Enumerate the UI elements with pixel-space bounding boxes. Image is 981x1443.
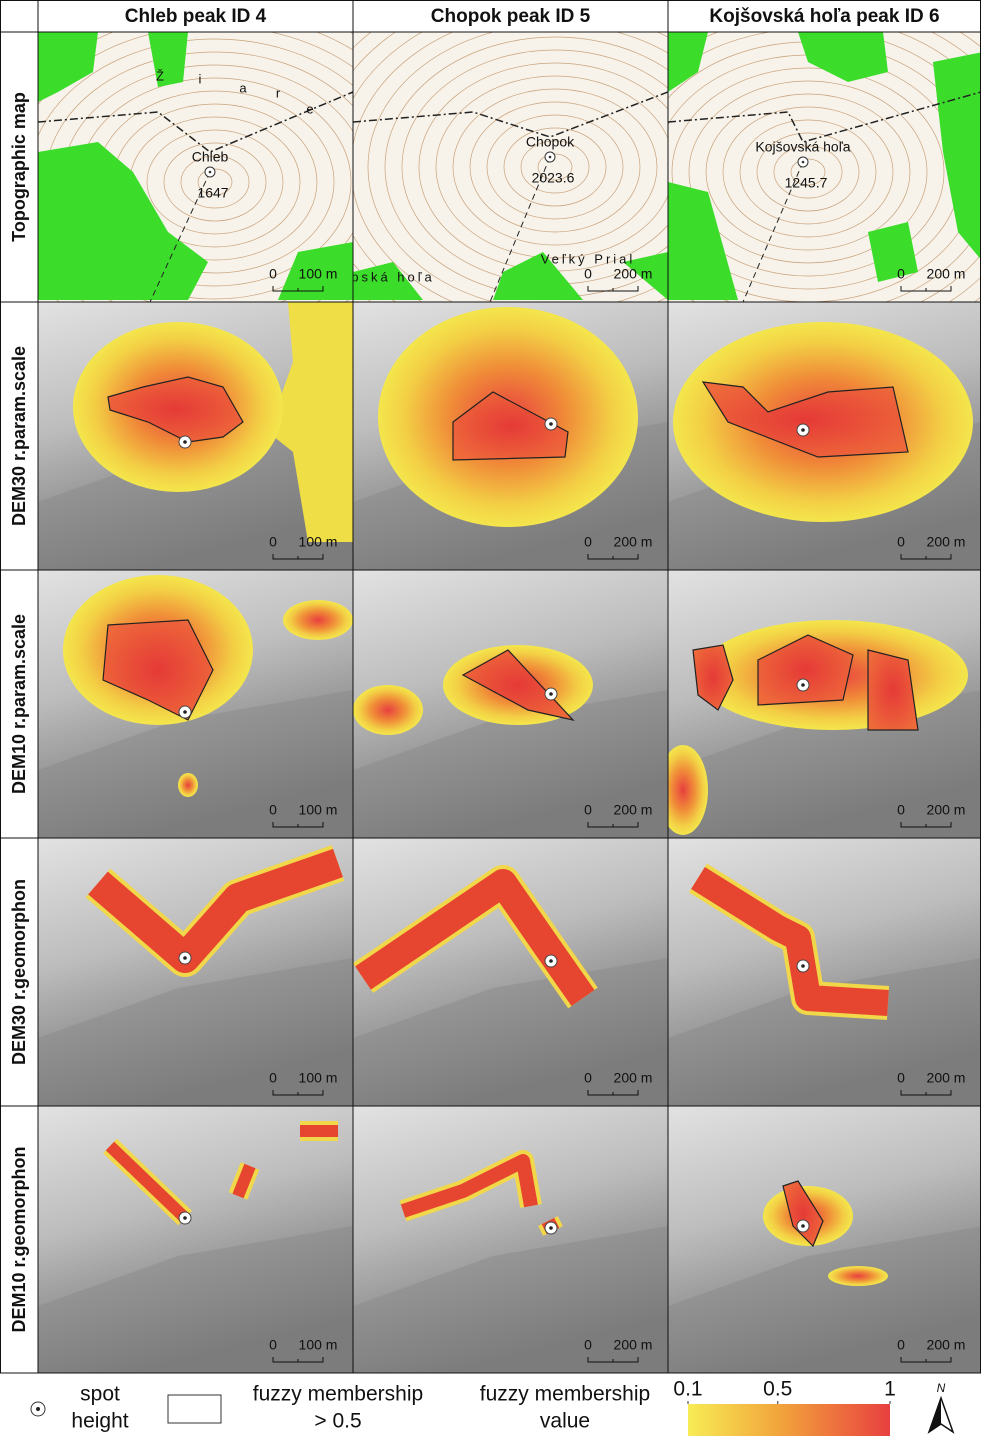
spot-height-dot: [549, 422, 553, 426]
scale-zero: 0: [897, 1337, 905, 1353]
map-text: r: [276, 85, 281, 100]
map-spot-dot: [802, 161, 805, 164]
colorbar-tick-label: 1: [884, 1378, 896, 1401]
panel: 0 200 m: [353, 838, 668, 1106]
membership-area: [178, 773, 198, 797]
scale-zero: 0: [269, 1070, 277, 1086]
scale-zero: 0: [269, 1337, 277, 1353]
figure: Chleb peak ID 4 Chopok peak ID 5 Kojšovská…: [0, 0, 981, 1443]
spot-height-dot: [183, 1216, 187, 1220]
panel: 0 100 m: [38, 302, 353, 570]
row-label: DEM10 r.param.scale: [9, 614, 29, 794]
map-text: pská hoľa: [351, 269, 435, 284]
colorbar-tick-label: 0.5: [763, 1378, 792, 1401]
panel: 0 100 m: [38, 1106, 353, 1374]
scale-length: 200 m: [927, 802, 966, 818]
membership-area: [283, 600, 353, 640]
legend-text: height: [71, 1410, 128, 1433]
scale-zero: 0: [584, 802, 592, 818]
legend-text: fuzzy membership: [480, 1383, 650, 1406]
row-label: DEM30 r.geomorphon: [9, 879, 29, 1065]
spot-height-dot: [183, 956, 187, 960]
scale-length: 200 m: [614, 1070, 653, 1086]
panel: 0 100 m: [38, 838, 353, 1106]
scale-length: 200 m: [614, 1337, 653, 1353]
peak-elevation: 2023.6: [532, 170, 575, 186]
panel: 0 200 m: [353, 570, 668, 838]
spot-height-dot: [183, 710, 187, 714]
spot-height-dot: [801, 683, 805, 687]
scale-zero: 0: [269, 802, 277, 818]
scale-zero: 0: [269, 266, 277, 282]
peak-name: Chleb: [192, 149, 229, 165]
scale-zero: 0: [584, 534, 592, 550]
scale-length: 100 m: [299, 1070, 338, 1086]
spot-height-dot: [801, 964, 805, 968]
legend-text: spot: [80, 1383, 120, 1406]
column-title: Chopok peak ID 5: [431, 6, 591, 27]
panel: 0 200 m: [658, 570, 981, 838]
scale-length: 200 m: [614, 802, 653, 818]
peak-elevation: 1245.7: [785, 175, 828, 191]
spot-height-dot: [183, 440, 187, 444]
map-text: e: [306, 101, 313, 116]
scale-length: 100 m: [299, 1337, 338, 1353]
scale-zero: 0: [897, 534, 905, 550]
colorbar: [688, 1404, 890, 1436]
scale-zero: 0: [897, 266, 905, 282]
legend-text: > 0.5: [314, 1410, 361, 1433]
scale-zero: 0: [897, 1070, 905, 1086]
colorbar-tick-label: 0.1: [673, 1378, 702, 1401]
map-text: i: [199, 71, 202, 86]
spot-height-dot: [801, 428, 805, 432]
membership-area: [828, 1266, 888, 1286]
scale-zero: 0: [584, 1070, 592, 1086]
column-title: Kojšovská hoľa peak ID 6: [709, 6, 939, 27]
scale-zero: 0: [897, 802, 905, 818]
scale-length: 200 m: [927, 266, 966, 282]
spot-height-dot: [801, 1224, 805, 1228]
map-spot-dot: [209, 171, 212, 174]
panel: 0 200 m: [353, 1106, 668, 1374]
scale-zero: 0: [269, 534, 277, 550]
scale-length: 200 m: [927, 1070, 966, 1086]
scale-length: 200 m: [614, 266, 653, 282]
peak-elevation: 1647: [197, 185, 228, 201]
scale-length: 100 m: [299, 534, 338, 550]
legend-text: value: [540, 1410, 590, 1433]
panel: 0 200 m: [668, 1106, 981, 1374]
scale-length: 100 m: [299, 266, 338, 282]
panel: 0 200 m: [668, 838, 981, 1106]
scale-length: 200 m: [927, 1337, 966, 1353]
scale-length: 200 m: [927, 534, 966, 550]
panel: 0 100 m: [38, 570, 353, 838]
column-title: Chleb peak ID 4: [125, 6, 267, 27]
legend-outline: [168, 1395, 221, 1423]
north-label: N: [937, 1381, 946, 1395]
map-spot-dot: [549, 156, 552, 159]
map-text: a: [239, 80, 247, 95]
map-text: Ž: [156, 68, 164, 83]
scale-zero: 0: [584, 266, 592, 282]
panel: 0 200 m: [668, 302, 981, 570]
map-text: Veľký Prial: [541, 251, 636, 266]
scale-length: 100 m: [299, 802, 338, 818]
spot-height-dot: [549, 959, 553, 963]
row-label: Topographic map: [9, 92, 29, 242]
row-label: DEM30 r.param.scale: [9, 346, 29, 526]
scale-length: 200 m: [614, 534, 653, 550]
legend-text: fuzzy membership: [253, 1383, 423, 1406]
scale-zero: 0: [584, 1337, 592, 1353]
membership-area: [353, 685, 423, 735]
panel: 0 200 m: [353, 302, 668, 570]
peak-name: Kojšovská hoľa: [755, 139, 850, 155]
spot-height-dot: [549, 1226, 553, 1230]
spot-height-dot: [549, 692, 553, 696]
row-label: DEM10 r.geomorphon: [9, 1146, 29, 1332]
legend-spot-dot: [36, 1407, 40, 1411]
peak-name: Chopok: [526, 134, 575, 150]
